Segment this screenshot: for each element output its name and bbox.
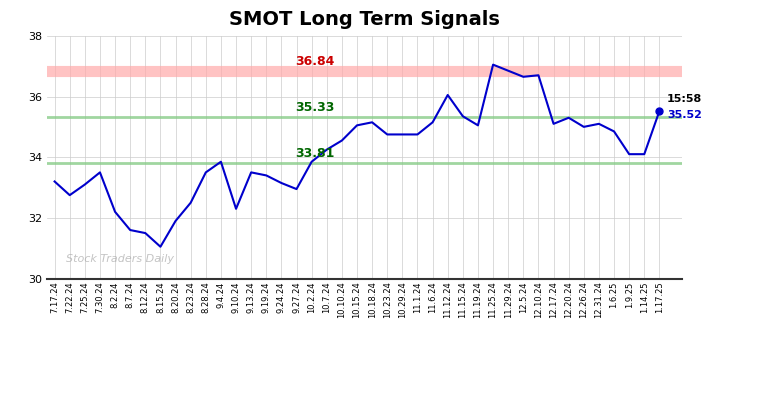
- Text: 36.84: 36.84: [296, 55, 335, 68]
- Text: Stock Traders Daily: Stock Traders Daily: [66, 254, 174, 264]
- Point: [653, 108, 666, 114]
- Title: SMOT Long Term Signals: SMOT Long Term Signals: [229, 10, 500, 29]
- Text: 35.33: 35.33: [296, 101, 335, 114]
- Text: 33.81: 33.81: [296, 147, 335, 160]
- Text: 35.52: 35.52: [667, 109, 702, 119]
- Text: 15:58: 15:58: [667, 94, 702, 104]
